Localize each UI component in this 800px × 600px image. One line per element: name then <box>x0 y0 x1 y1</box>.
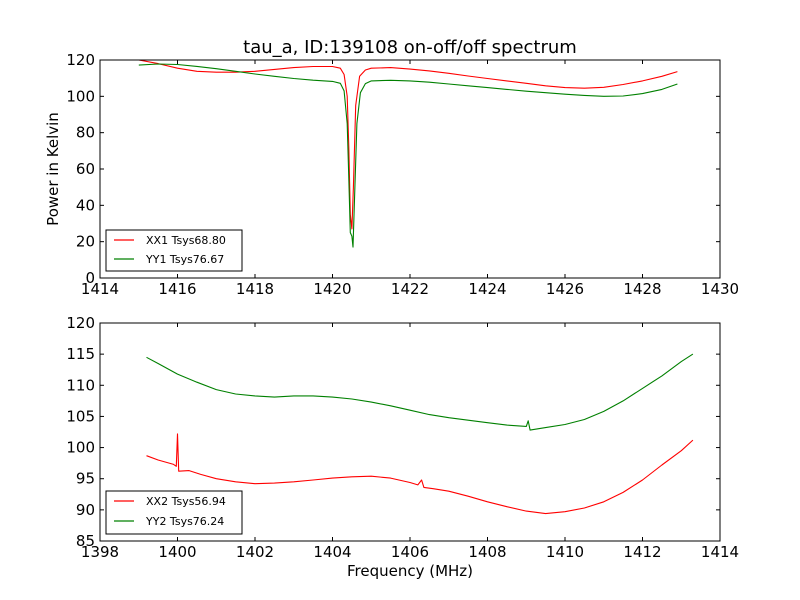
bottom-xtick-label: 1400 <box>158 543 196 561</box>
xx1-legend-label: XX1 Tsys68.80 <box>146 234 226 247</box>
top-xtick-label: 1414 <box>81 280 119 298</box>
yy2-legend-label: YY2 Tsys76.24 <box>145 515 224 528</box>
top-xtick-label: 1422 <box>391 280 429 298</box>
bottom-ytick-label: 110 <box>66 376 95 394</box>
yy1-legend-label: YY1 Tsys76.67 <box>145 253 224 266</box>
top-ytick-label: 80 <box>76 124 95 142</box>
bottom-plot-yticks: 85 90 95 100 105 110 115 120 <box>66 314 95 550</box>
bottom-legend-box <box>105 490 243 535</box>
top-xtick-label: 1418 <box>236 280 274 298</box>
top-plot-xticks: 1414 1416 1418 1420 1422 1424 1426 1428 … <box>81 280 739 298</box>
bottom-ytick-label: 105 <box>66 407 95 425</box>
bottom-ytick-label: 90 <box>76 501 95 519</box>
top-plot-yticks: 0 20 40 60 80 100 120 <box>66 51 95 287</box>
bottom-plot: Frequency (MHz) 1398 1400 1402 1404 1406… <box>66 314 739 580</box>
top-xtick-label: 1416 <box>158 280 196 298</box>
bottom-xtick-label: 1408 <box>468 543 506 561</box>
bottom-xtick-label: 1398 <box>81 543 119 561</box>
top-legend: XX1 Tsys68.80 YY1 Tsys76.67 <box>105 229 243 272</box>
top-plot-title: tau_a, ID:139108 on-off/off spectrum <box>243 37 577 58</box>
top-plot: tau_a, ID:139108 on-off/off spectrum Pow… <box>44 37 739 298</box>
bottom-plot-xlabel: Frequency (MHz) <box>347 562 473 580</box>
bottom-ytick-label: 95 <box>76 470 95 488</box>
top-plot-ylabel: Power in Kelvin <box>44 112 62 226</box>
bottom-ytick-label: 85 <box>76 532 95 550</box>
bottom-legend: XX2 Tsys56.94 YY2 Tsys76.24 <box>105 490 243 535</box>
bottom-ytick-label: 120 <box>66 314 95 332</box>
top-xtick-label: 1424 <box>468 280 506 298</box>
top-ytick-label: 100 <box>66 87 95 105</box>
bottom-xtick-label: 1406 <box>391 543 429 561</box>
top-ytick-label: 20 <box>76 233 95 251</box>
top-plot-frame <box>99 59 721 279</box>
top-ytick-label: 40 <box>76 196 95 214</box>
yy1-series-line <box>138 63 678 248</box>
top-xtick-label: 1428 <box>623 280 661 298</box>
bottom-xtick-label: 1410 <box>546 543 584 561</box>
top-xtick-label: 1420 <box>313 280 351 298</box>
top-legend-box <box>105 229 243 272</box>
top-xtick-label: 1426 <box>546 280 584 298</box>
bottom-xtick-label: 1412 <box>623 543 661 561</box>
top-xtick-label: 1430 <box>701 280 739 298</box>
xx1-series-line <box>138 59 678 230</box>
bottom-xtick-label: 1404 <box>313 543 351 561</box>
xx2-series-line <box>146 433 694 515</box>
top-ytick-label: 120 <box>66 51 95 69</box>
yy2-series-line <box>146 353 694 431</box>
top-ytick-label: 60 <box>76 160 95 178</box>
bottom-plot-frame <box>99 322 721 542</box>
bottom-ytick-label: 115 <box>66 345 95 363</box>
bottom-plot-xticks: 1398 1400 1402 1404 1406 1408 1410 1412 … <box>81 543 739 561</box>
top-ytick-label: 0 <box>85 269 95 287</box>
bottom-xtick-label: 1414 <box>701 543 739 561</box>
bottom-xtick-label: 1402 <box>236 543 274 561</box>
bottom-ytick-label: 100 <box>66 439 95 457</box>
xx2-legend-label: XX2 Tsys56.94 <box>146 495 226 508</box>
